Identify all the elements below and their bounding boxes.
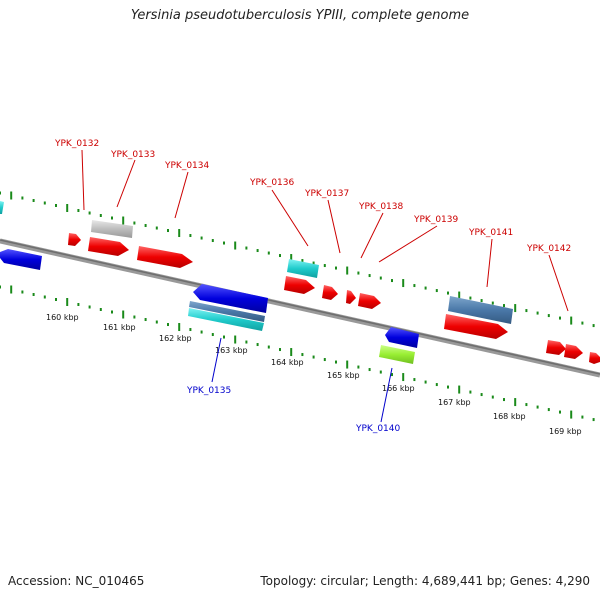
gene-arrow-red[interactable] [589, 352, 600, 364]
gene-feature-steelblue[interactable] [448, 296, 513, 324]
gene-arrow-red[interactable] [88, 237, 129, 256]
kbp-label: 161 kbp [103, 323, 136, 332]
genome-title: Yersinia pseudotuberculosis YPIII, compl… [130, 8, 470, 23]
kbp-label: 166 kbp [382, 384, 415, 393]
gene-label-ypk-0141[interactable]: YPK_0141 [468, 228, 513, 238]
gene-label-ypk-0136[interactable]: YPK_0136 [249, 178, 295, 188]
kbp-label: 162 kbp [159, 334, 192, 343]
accession-text: Accession: NC_010465 [8, 574, 145, 588]
kbp-label: 160 kbp [46, 313, 79, 322]
gene-arrow-red[interactable] [68, 233, 81, 246]
gene-feature-lime[interactable] [379, 345, 415, 364]
gene-label-ypk-0133[interactable]: YPK_0133 [110, 150, 155, 160]
gene-label-ypk-0140[interactable]: YPK_0140 [355, 424, 401, 434]
lower-tick-track [0, 285, 595, 422]
kbp-label: 163 kbp [215, 346, 248, 355]
gene-label-ypk-0138[interactable]: YPK_0138 [358, 202, 404, 212]
gene-arrow-red[interactable] [137, 246, 193, 268]
gene-arrow-red[interactable] [546, 340, 566, 355]
gene-label-ypk-0137[interactable]: YPK_0137 [304, 189, 349, 199]
gene-label-ypk-0134[interactable]: YPK_0134 [164, 161, 210, 171]
gene-label-ypk-0132[interactable]: YPK_0132 [54, 139, 99, 149]
kbp-label: 164 kbp [271, 358, 304, 367]
gene-arrow-red[interactable] [444, 314, 508, 339]
gene-label-ypk-0139[interactable]: YPK_0139 [413, 215, 459, 225]
gene-arrow-red[interactable] [284, 276, 315, 294]
gene-label-ypk-0135[interactable]: YPK_0135 [186, 386, 231, 396]
gene-arrow-red[interactable] [346, 290, 356, 304]
gene-arrow-blue[interactable] [193, 284, 268, 313]
gene-arrow-blue[interactable] [0, 249, 42, 270]
gene-feature-cyan-edge[interactable] [0, 201, 4, 214]
leader-lines [81, 149, 569, 423]
gene-arrow-blue[interactable] [385, 327, 419, 348]
kbp-label: 165 kbp [327, 371, 360, 380]
gene-arrow-red[interactable] [358, 293, 381, 309]
gene-arrow-red[interactable] [322, 285, 338, 300]
kbp-label: 167 kbp [438, 398, 471, 407]
gene-feature-cyan[interactable] [287, 259, 319, 278]
gene-arrow-red[interactable] [564, 344, 583, 359]
gene-features [0, 201, 600, 364]
gene-feature-gray[interactable] [91, 220, 133, 238]
gene-feature-cyan[interactable] [188, 308, 264, 331]
gene-feature-steelblue[interactable] [189, 301, 265, 322]
gene-labels: YPK_0132 YPK_0133 YPK_0134 YPK_0136 YPK_… [54, 139, 571, 434]
kbp-label: 169 kbp [549, 427, 582, 436]
genome-backbone [0, 238, 600, 378]
kbp-scale: 160 kbp 161 kbp 162 kbp 163 kbp 164 kbp … [46, 313, 582, 436]
gene-label-ypk-0142[interactable]: YPK_0142 [526, 244, 571, 254]
upper-tick-track [0, 191, 595, 328]
kbp-label: 168 kbp [493, 412, 526, 421]
topology-text: Topology: circular; Length: 4,689,441 bp… [260, 574, 590, 588]
